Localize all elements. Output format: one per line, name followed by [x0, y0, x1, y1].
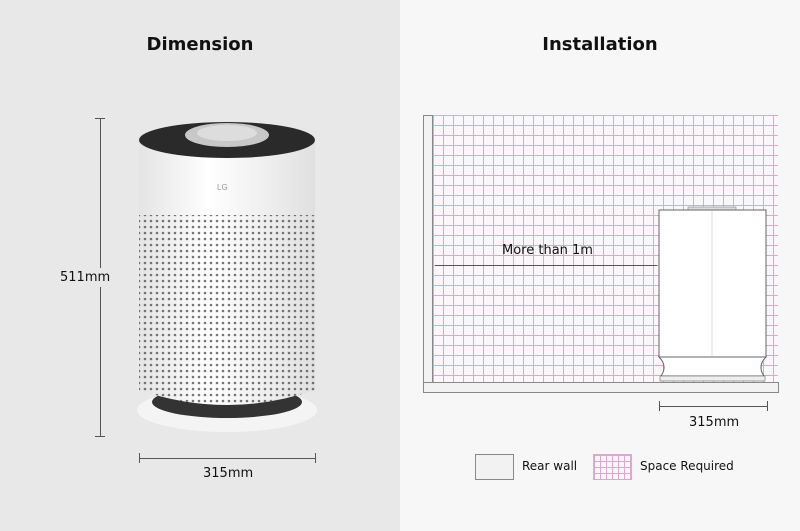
legend-label-space-required: Space Required [640, 459, 734, 473]
tick [95, 436, 105, 437]
installation-width-label: 315mm [689, 415, 740, 430]
legend-swatch-rear-wall [475, 454, 514, 480]
air-purifier-image: LG [137, 122, 317, 432]
tick [315, 453, 316, 463]
legend-label-rear-wall: Rear wall [522, 459, 578, 473]
clearance-label: More than 1m [502, 243, 593, 258]
floor [423, 382, 779, 393]
height-label: 511mm [60, 268, 111, 287]
purifier-outline [658, 206, 768, 382]
tick [95, 118, 105, 119]
installation-width-line [659, 406, 767, 407]
tick [767, 401, 768, 411]
dimension-title: Dimension [146, 34, 254, 55]
tick [139, 453, 140, 463]
width-dimension-line [139, 458, 315, 459]
clearance-arrow [435, 265, 657, 266]
legend-swatch-space-required [593, 454, 632, 480]
installation-title: Installation [542, 34, 658, 55]
lg-logo: LG [217, 183, 228, 192]
width-label: 315mm [203, 466, 254, 481]
tick [659, 401, 660, 411]
rear-wall [423, 115, 433, 383]
